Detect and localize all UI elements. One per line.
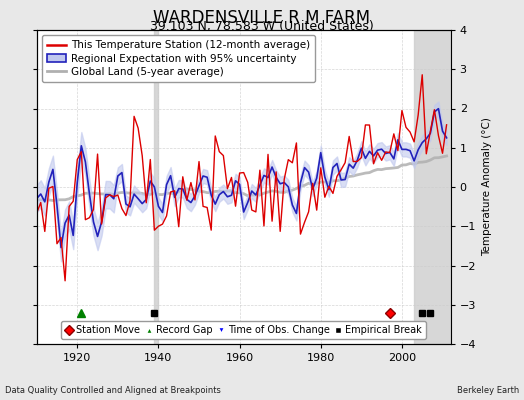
Y-axis label: Temperature Anomaly (°C): Temperature Anomaly (°C) — [482, 118, 492, 256]
Bar — [414, 30, 451, 344]
Bar — [155, 30, 158, 344]
Legend: Station Move, Record Gap, Time of Obs. Change, Empirical Break: Station Move, Record Gap, Time of Obs. C… — [61, 321, 426, 339]
Text: 39.103 N, 78.583 W (United States): 39.103 N, 78.583 W (United States) — [150, 20, 374, 33]
Text: Berkeley Earth: Berkeley Earth — [456, 386, 519, 395]
Text: Data Quality Controlled and Aligned at Breakpoints: Data Quality Controlled and Aligned at B… — [5, 386, 221, 395]
Text: WARDENSVILLE R M FARM: WARDENSVILLE R M FARM — [154, 9, 370, 27]
